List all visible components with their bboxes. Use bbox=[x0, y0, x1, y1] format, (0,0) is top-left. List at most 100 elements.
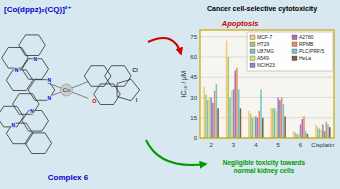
bar bbox=[272, 108, 274, 138]
bar bbox=[270, 108, 272, 138]
grid-line bbox=[200, 97, 334, 98]
bar bbox=[212, 103, 214, 138]
bar bbox=[207, 100, 209, 138]
legend-label: HeLa bbox=[299, 55, 311, 61]
legend-swatch bbox=[250, 63, 255, 68]
metal-centre bbox=[60, 84, 72, 96]
bar bbox=[217, 108, 219, 138]
atom-label: I bbox=[136, 97, 138, 103]
chart-title: Apoptosis bbox=[221, 19, 259, 28]
legend-label: A549 bbox=[257, 55, 269, 61]
bar bbox=[248, 111, 250, 138]
bar bbox=[307, 134, 309, 138]
bar bbox=[260, 89, 262, 138]
bar bbox=[296, 134, 298, 138]
bar bbox=[324, 131, 326, 138]
ring bbox=[19, 35, 46, 56]
x-tick-label: 4 bbox=[254, 142, 258, 148]
bar bbox=[229, 98, 231, 139]
legend-label: MCF-7 bbox=[257, 34, 272, 40]
plot-frame bbox=[200, 30, 334, 138]
bar bbox=[214, 91, 216, 138]
ring bbox=[22, 111, 49, 132]
bar bbox=[305, 131, 307, 138]
bar bbox=[329, 127, 331, 138]
grid-line bbox=[200, 117, 334, 118]
bar bbox=[301, 119, 303, 138]
x-tick-label: Cisplatin bbox=[311, 142, 334, 148]
bar bbox=[319, 129, 321, 138]
bar bbox=[300, 125, 302, 139]
bar bbox=[203, 87, 205, 138]
atom-label: Cl bbox=[132, 67, 138, 73]
bar bbox=[322, 125, 324, 139]
note: Negligible toxicity towardsnormal kidney… bbox=[223, 159, 306, 175]
ring bbox=[84, 66, 111, 87]
arrow bbox=[148, 38, 181, 54]
bar bbox=[320, 130, 322, 138]
legend-label: NCIH23 bbox=[257, 62, 275, 68]
arrow bbox=[146, 140, 206, 165]
bar bbox=[216, 84, 218, 138]
ring bbox=[25, 133, 51, 154]
x-tick-label: 3 bbox=[232, 142, 236, 148]
atom-label: N bbox=[33, 56, 37, 62]
legend-label: A2780 bbox=[299, 34, 314, 40]
legend-label: PLC/PRF/5 bbox=[299, 48, 325, 54]
plot-background bbox=[200, 30, 334, 138]
y-tick-label: 45 bbox=[190, 74, 197, 80]
bar bbox=[226, 41, 228, 138]
bar bbox=[231, 91, 233, 138]
bar bbox=[253, 116, 255, 138]
legend-label: HT29 bbox=[257, 41, 269, 47]
y-axis-label: IC₅₀ / μM bbox=[180, 71, 188, 97]
y-tick-label: 60 bbox=[190, 54, 197, 60]
bar bbox=[284, 116, 286, 138]
x-tick-label: 2 bbox=[209, 142, 213, 148]
bar bbox=[326, 122, 328, 138]
grid-line bbox=[200, 77, 334, 78]
legend: MCF-7HT29U87MGA549NCIH23 A2780RPMBPLC/PRF… bbox=[247, 32, 333, 71]
bar bbox=[233, 89, 235, 138]
bar bbox=[283, 104, 285, 138]
bar bbox=[210, 98, 212, 139]
y-tick-label: 30 bbox=[190, 95, 197, 101]
complex-label: Complex 6 bbox=[48, 173, 89, 182]
legend-swatch bbox=[292, 56, 297, 61]
legend-swatch bbox=[292, 49, 297, 54]
bar bbox=[234, 71, 236, 139]
bar bbox=[295, 133, 297, 138]
legend-swatch bbox=[250, 56, 255, 61]
x-tick-label: 5 bbox=[276, 142, 280, 148]
legend-label: U87MG bbox=[257, 48, 274, 54]
bar bbox=[317, 127, 319, 138]
legend-label: RPMB bbox=[299, 41, 314, 47]
bar bbox=[327, 125, 329, 139]
y-tick-label: 0 bbox=[194, 135, 198, 141]
legend-box bbox=[247, 32, 333, 71]
ring bbox=[6, 123, 33, 144]
bar bbox=[274, 108, 276, 138]
y-tick-label: 75 bbox=[190, 34, 197, 40]
bar bbox=[205, 95, 207, 138]
bar bbox=[276, 111, 278, 138]
bar bbox=[303, 116, 305, 138]
atom-label: N bbox=[30, 108, 34, 114]
legend-swatch bbox=[250, 49, 255, 54]
atom-label: O bbox=[92, 98, 97, 104]
bar bbox=[255, 116, 257, 138]
ring bbox=[94, 84, 121, 105]
bar bbox=[277, 98, 279, 139]
legend-swatch bbox=[292, 35, 297, 40]
bar bbox=[293, 131, 295, 138]
atom-label: N bbox=[12, 122, 16, 128]
ring bbox=[13, 94, 39, 115]
ring bbox=[6, 70, 33, 91]
bar bbox=[315, 125, 317, 139]
y-tick-label: 15 bbox=[190, 115, 197, 121]
bar bbox=[250, 114, 252, 138]
bar bbox=[252, 118, 254, 138]
bar bbox=[279, 100, 281, 138]
bar bbox=[257, 118, 259, 138]
panel-title: Cancer cell-selective cytotoxicity bbox=[207, 5, 317, 13]
